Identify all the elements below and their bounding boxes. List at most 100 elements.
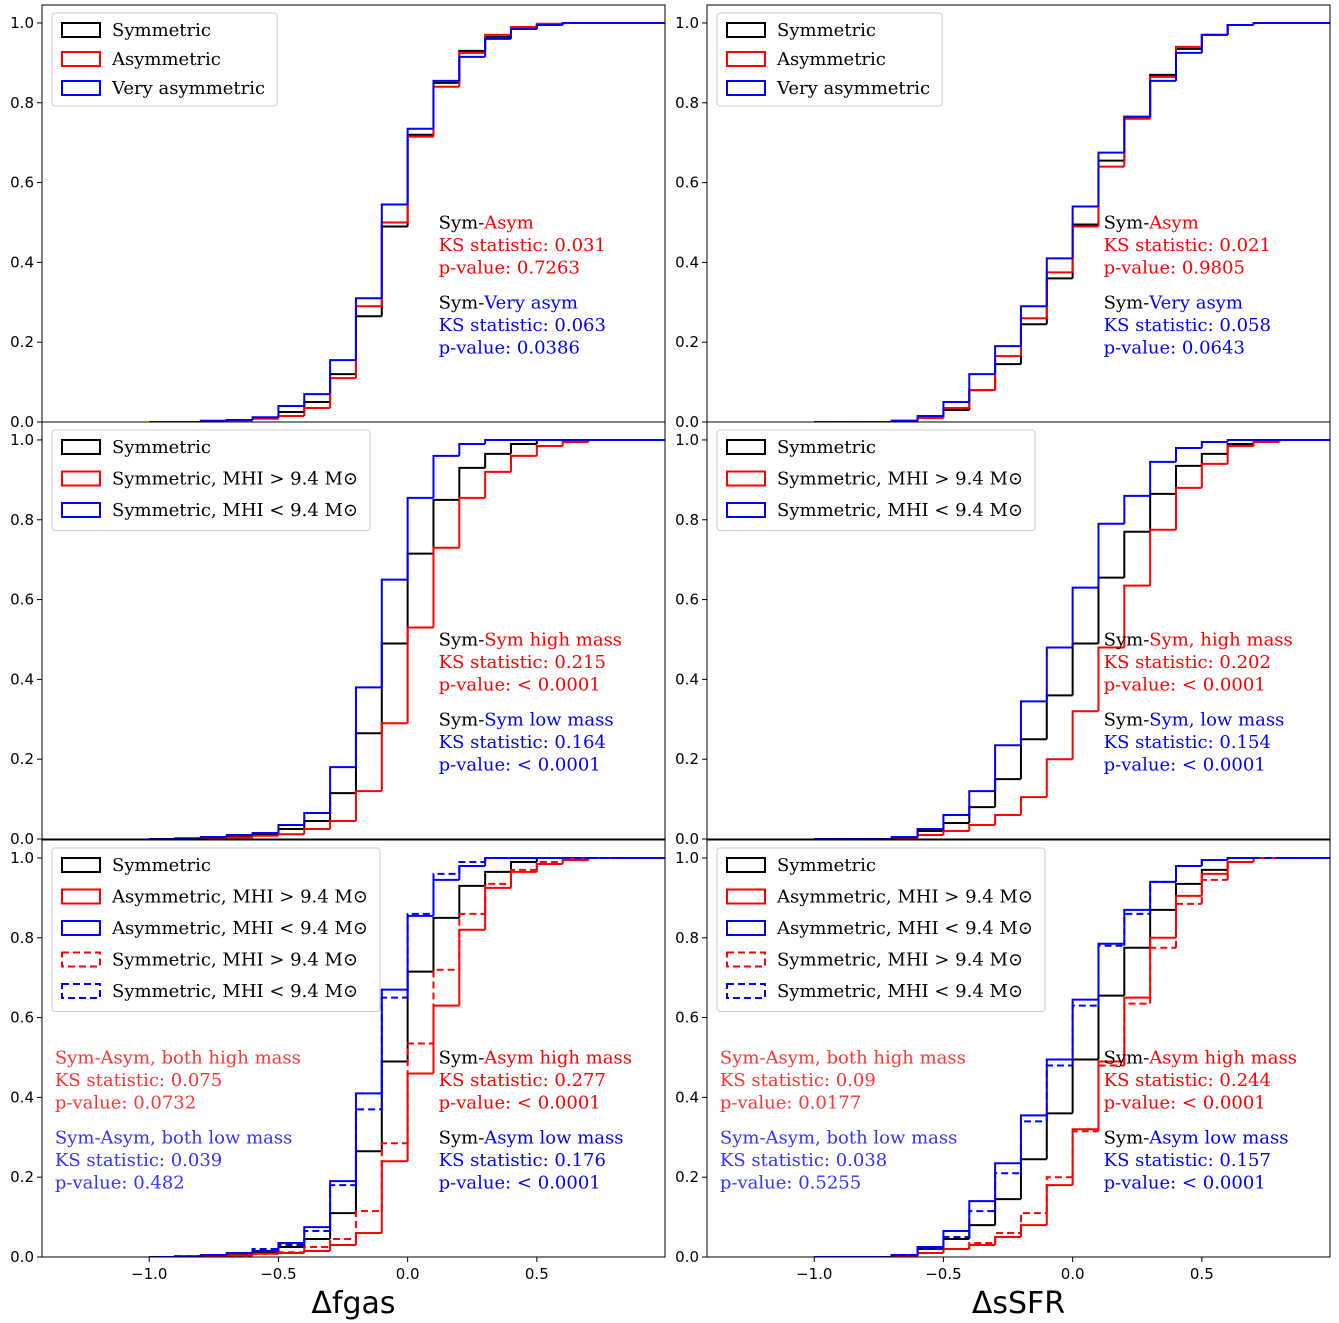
annotation-text: Very asym	[483, 292, 578, 313]
step-segment	[1226, 444, 1254, 464]
step-segment	[1174, 51, 1202, 81]
annotation-text: Sym, low mass	[1149, 709, 1284, 730]
annotation-text: KS statistic: 0.244	[1104, 1070, 1271, 1091]
step-segment	[458, 55, 486, 81]
legend-swatch	[61, 857, 101, 873]
step-segment	[329, 820, 356, 830]
y-tick-label: 0.2	[10, 333, 34, 351]
annotation-text: KS statistic: 0.202	[1104, 652, 1271, 673]
step-segment	[406, 552, 434, 644]
step-segment	[329, 766, 356, 814]
step-segment	[251, 1252, 279, 1256]
step-segment	[1071, 1058, 1099, 1114]
step-segment	[199, 836, 227, 839]
step-segment	[354, 686, 382, 768]
step-segment	[1045, 277, 1073, 325]
step-segment	[303, 812, 331, 826]
step-segment	[942, 1236, 970, 1250]
step-segment	[458, 466, 486, 500]
annotation-text: p-value: 0.0177	[720, 1092, 861, 1113]
legend-swatch	[726, 920, 766, 936]
legend: Symmetric Asymmetric Very asymmetric	[716, 12, 943, 107]
step-segment	[1019, 796, 1047, 816]
step-segment	[1200, 868, 1228, 884]
step-segment	[1071, 225, 1099, 273]
y-tick-label: 0.2	[10, 1168, 34, 1186]
step-segment	[1045, 1112, 1073, 1160]
step-segment	[1252, 440, 1280, 446]
step-segment	[380, 203, 408, 299]
step-segment	[1071, 1128, 1099, 1186]
step-segment	[1149, 880, 1176, 914]
legend-label: Symmetric, MHI > 9.4 M⊙	[777, 950, 1023, 971]
step-segment	[303, 1226, 331, 1244]
legend-label: Asymmetric, MHI < 9.4 M⊙	[111, 918, 368, 939]
step-segment	[942, 401, 970, 417]
step-segment	[994, 1198, 1021, 1226]
step-segment	[432, 878, 460, 916]
annotation-text: KS statistic: 0.063	[439, 315, 606, 336]
annotation-text: KS statistic: 0.157	[1104, 1150, 1271, 1171]
step-segment	[354, 1232, 382, 1246]
step-segment	[277, 824, 305, 834]
y-tick-label: 0.8	[675, 929, 699, 947]
step-segment	[509, 454, 537, 472]
step-segment	[225, 1252, 253, 1255]
legend-frame	[716, 429, 1036, 531]
step-segment	[968, 389, 996, 409]
step-segment	[303, 820, 331, 830]
annotation-text: Sym-Asym, both low mass	[55, 1127, 292, 1148]
step-segment	[1200, 878, 1228, 904]
step-segment	[1071, 586, 1099, 648]
step-segment	[1071, 1130, 1099, 1178]
series-group	[814, 856, 1330, 1257]
step-segment	[380, 642, 408, 734]
step-segment	[329, 792, 356, 822]
annotation-text: Asym	[483, 212, 533, 233]
step-segment	[1226, 23, 1254, 35]
legend-frame	[51, 429, 371, 531]
x-axis-label: ΔsSFR	[972, 1286, 1065, 1321]
step-segment	[968, 1244, 996, 1250]
legend-swatch	[61, 470, 101, 487]
step-segment	[916, 417, 944, 422]
annotation-text: KS statistic: 0.039	[55, 1150, 222, 1171]
step-segment	[406, 127, 434, 205]
step-segment	[1097, 944, 1125, 1006]
step-segment	[1071, 998, 1099, 1060]
y-tick-label: 0.4	[675, 253, 699, 271]
annotation-text: KS statistic: 0.215	[439, 652, 606, 673]
annotation-text: KS statistic: 0.09	[720, 1070, 876, 1091]
legend-swatch	[61, 951, 101, 968]
x-tick-label: 0.5	[525, 1265, 549, 1283]
legend-swatch	[61, 80, 101, 96]
step-segment	[406, 135, 434, 223]
legend-swatch	[726, 470, 766, 487]
step-segment	[535, 444, 563, 456]
panel: 0.0 0.2 0.4 0.6 0.8 1.0 Symmetric Symmetric, MH…	[10, 421, 666, 848]
step-segment	[303, 1230, 331, 1246]
legend-label: Symmetric	[777, 437, 876, 458]
step-segment	[1174, 486, 1202, 530]
step-segment	[380, 988, 408, 1094]
step-segment	[942, 830, 970, 836]
legend-frame	[716, 847, 1046, 1012]
step-segment	[484, 856, 511, 862]
step-segment	[1123, 115, 1151, 153]
step-segment	[942, 1230, 970, 1248]
step-segment	[968, 806, 996, 824]
step-segment	[432, 85, 460, 137]
step-segment	[432, 454, 460, 498]
step-segment	[458, 442, 486, 456]
annotation-head: Sym-	[439, 212, 485, 233]
step-segment	[225, 834, 253, 838]
step-segment	[509, 868, 537, 884]
panel: 0.0 0.2 0.4 0.6 0.8 1.0 Symmetric Asymmetric Ver…	[10, 4, 666, 431]
step-segment	[968, 1210, 996, 1238]
step-segment	[199, 1254, 227, 1257]
step-segment	[1071, 710, 1099, 760]
annotation-text: KS statistic: 0.164	[439, 732, 606, 753]
step-segment	[1045, 694, 1073, 740]
legend-label: Asymmetric, MHI < 9.4 M⊙	[776, 918, 1033, 939]
annotation-text: p-value: < 0.0001	[1104, 1172, 1266, 1193]
